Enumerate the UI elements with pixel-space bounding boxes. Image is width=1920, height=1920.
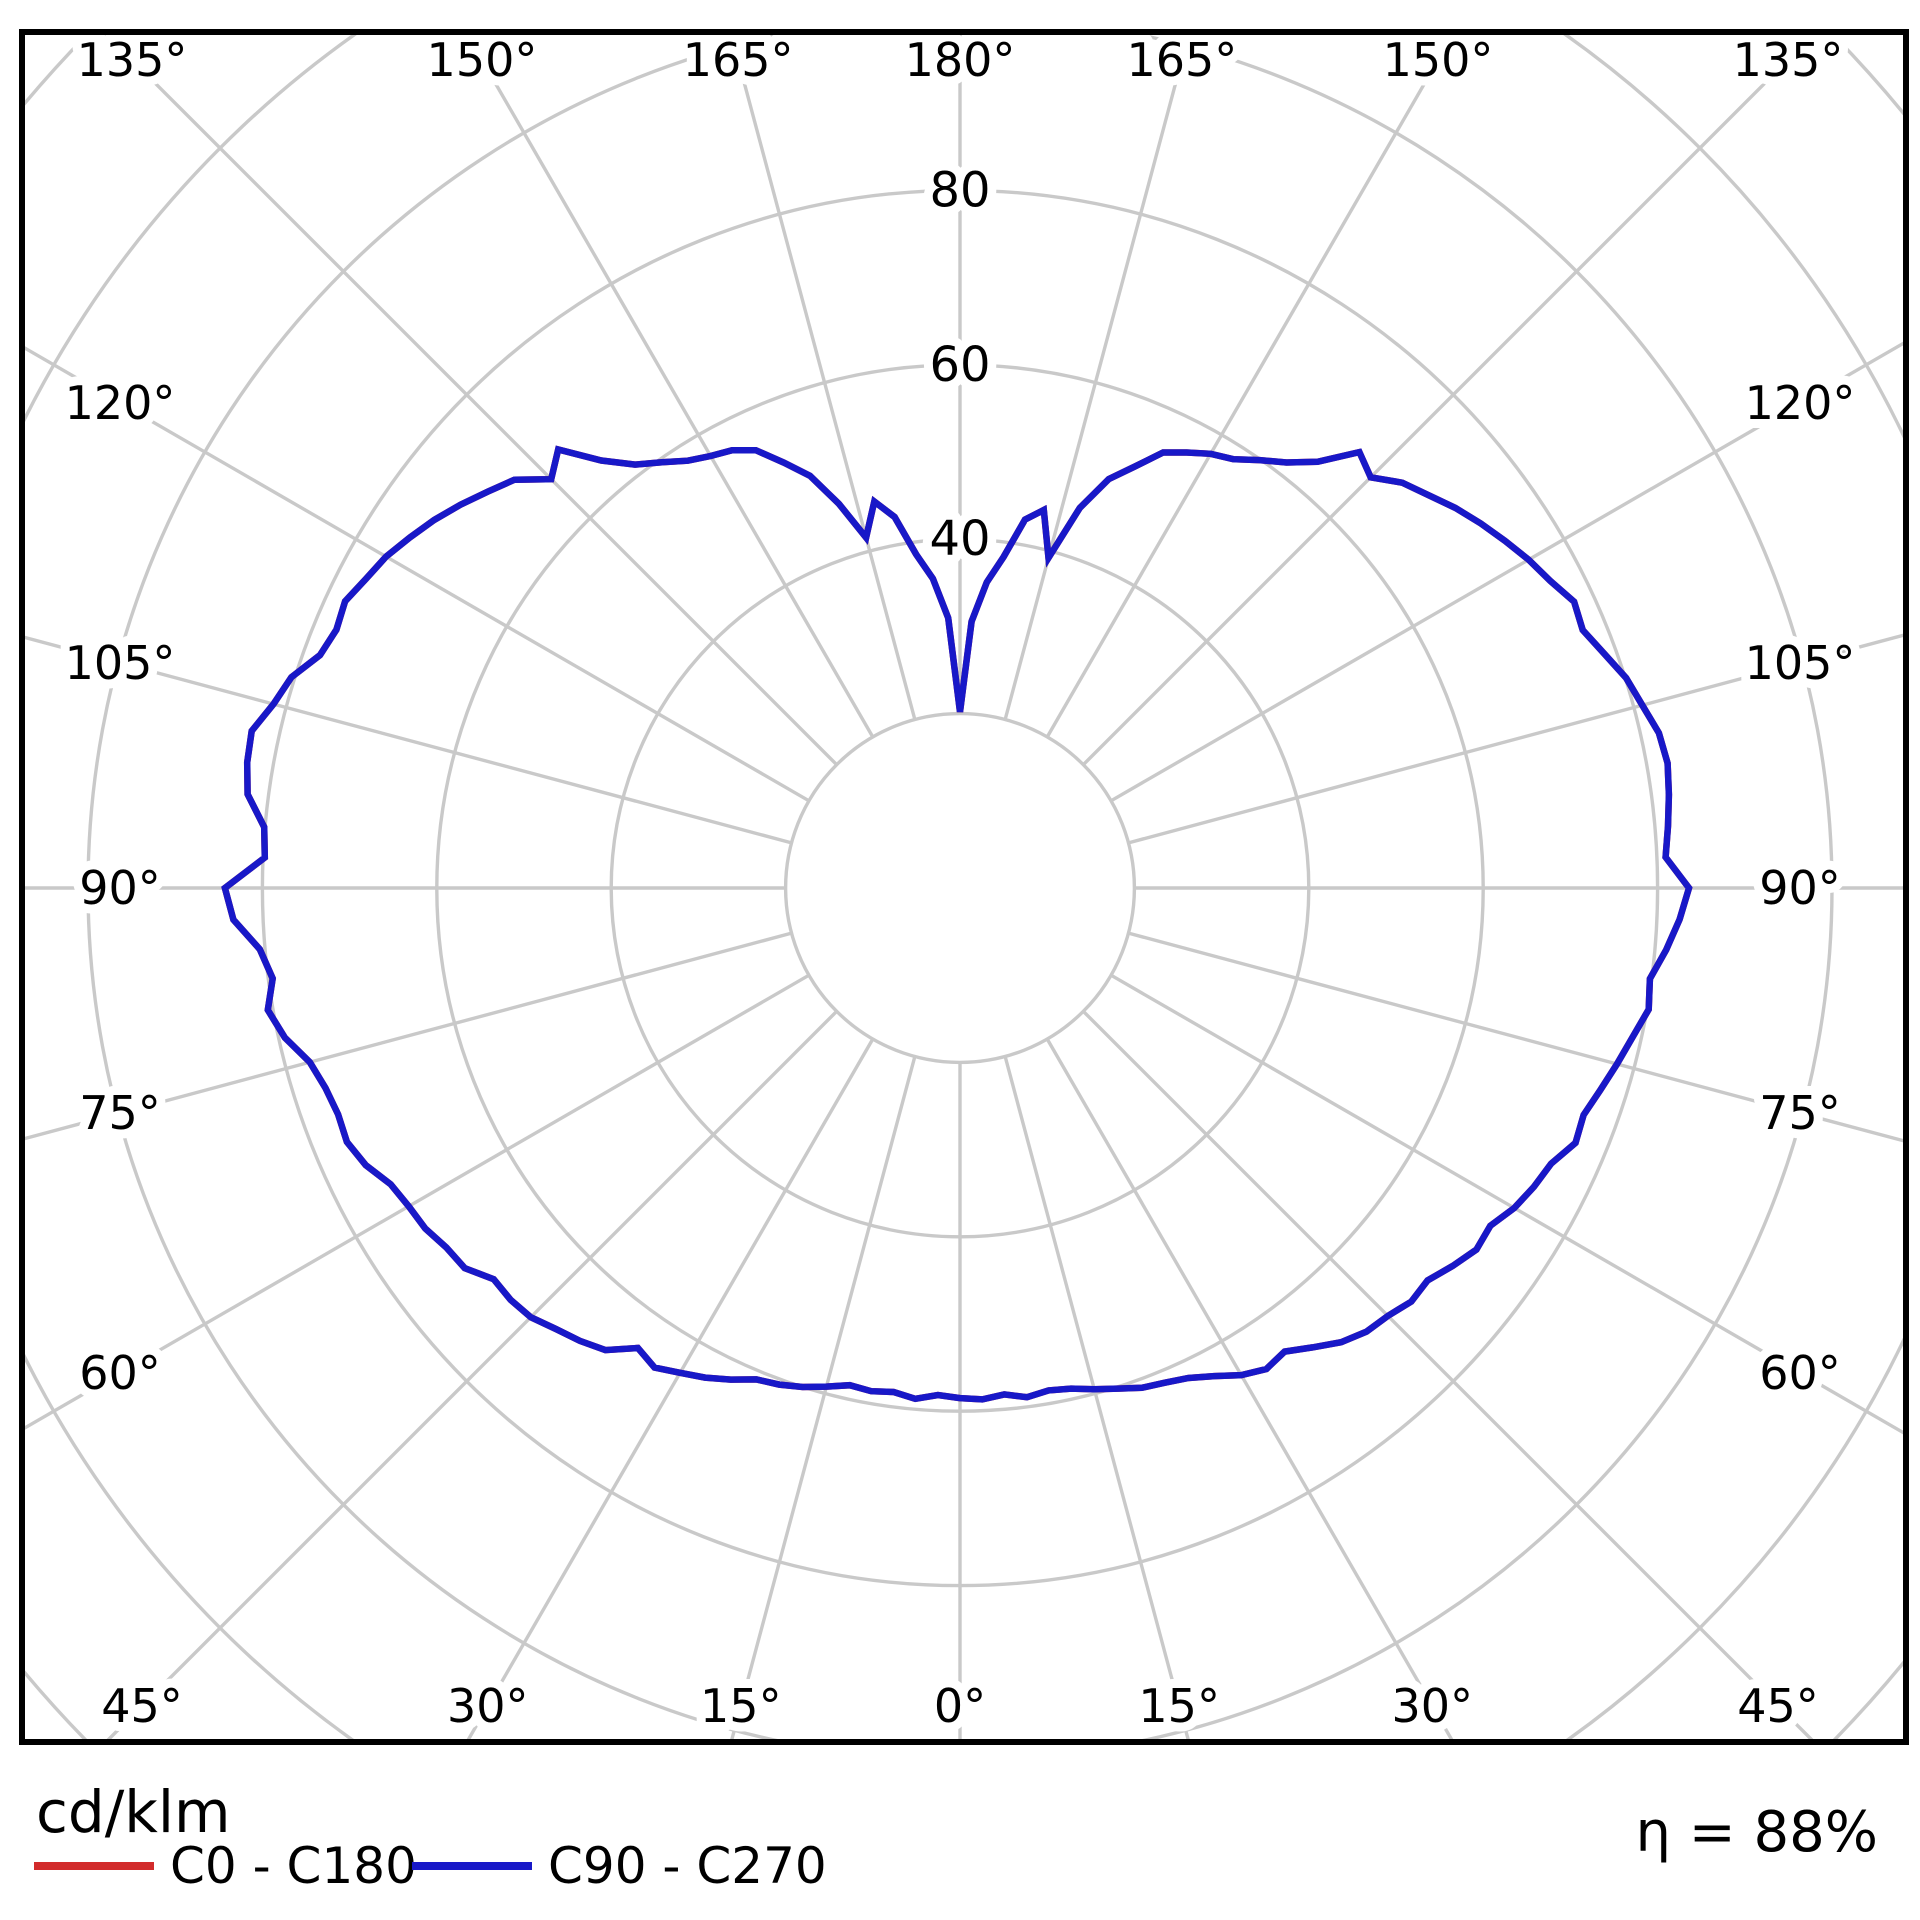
angle-label-90-90: 90°	[1759, 861, 1841, 915]
angle-label-45-315: 45°	[101, 1679, 183, 1733]
grid-spoke-60	[1110, 973, 1903, 1435]
angle-label-60-60: 60°	[1759, 1346, 1841, 1400]
grid-spoke-330	[466, 1038, 875, 1739]
legend-label-c0-c180: C0 - C180	[170, 1837, 417, 1895]
curve-c90-c270	[221, 445, 1693, 1403]
angle-label-75-285: 75°	[79, 1086, 161, 1140]
legend-item-c0-c180: C0 - C180	[34, 1836, 417, 1896]
grid-spoke-150	[1045, 35, 1455, 738]
grid-spoke-30	[1045, 1038, 1454, 1739]
grid-spoke-255	[25, 635, 792, 845]
radial-tick-80: 80	[929, 162, 990, 218]
angle-label-75-75: 75°	[1759, 1086, 1841, 1140]
angle-label-15-15: 15°	[1138, 1679, 1220, 1733]
grid-spoke-45	[1082, 1010, 1814, 1739]
grid-spoke-15	[1003, 1056, 1190, 1739]
grid-spoke-135	[1082, 35, 1816, 766]
grid-spoke-165	[1003, 35, 1191, 720]
angle-label-165-195: 165°	[683, 33, 794, 87]
angle-label-135-135: 135°	[1733, 33, 1844, 87]
angle-label-15-345: 15°	[700, 1679, 782, 1733]
grid-ring-20	[783, 711, 1137, 1065]
angle-label-45-45: 45°	[1737, 1679, 1819, 1733]
legend-label-c90-c270: C90 - C270	[548, 1837, 827, 1895]
radial-tick-60: 60	[929, 337, 990, 393]
angle-label-120-240: 120°	[65, 376, 176, 430]
grid-spoke-120	[1110, 341, 1903, 803]
grid-spoke-75	[1128, 931, 1903, 1143]
legend-swatch-red-line	[34, 1862, 154, 1870]
angle-label-90-270: 90°	[79, 861, 161, 915]
grid-spoke-345	[730, 1056, 917, 1739]
legend-swatch-blue-line	[412, 1862, 532, 1870]
angle-label-150-210: 150°	[427, 33, 538, 87]
grid-spoke-210	[465, 35, 875, 738]
grid-spoke-300	[25, 973, 810, 1430]
angle-label-150-150: 150°	[1383, 33, 1494, 87]
legend-item-c90-c270: C90 - C270	[412, 1836, 827, 1896]
angle-label-60-300: 60°	[79, 1346, 161, 1400]
angle-label-135-225: 135°	[77, 33, 188, 87]
grid-spoke-105	[1128, 633, 1903, 845]
grid-spoke-240	[25, 346, 810, 803]
efficiency-label: η = 88%	[1635, 1800, 1878, 1865]
angle-label-180-180: 180°	[905, 33, 1016, 87]
angle-label-30-30: 30°	[1391, 1679, 1473, 1733]
units-label: cd/klm	[36, 1778, 231, 1846]
radial-tick-40: 40	[929, 511, 990, 567]
grid-spoke-315	[106, 1010, 838, 1739]
angle-label-120-120: 120°	[1745, 376, 1856, 430]
grid-spoke-285	[25, 931, 792, 1141]
angle-label-0-0: 0°	[934, 1679, 986, 1733]
grid-spoke-195	[729, 35, 917, 720]
grid-spoke-225	[104, 35, 838, 766]
angle-label-165-165: 165°	[1126, 33, 1237, 87]
angle-label-105-105: 105°	[1745, 636, 1856, 690]
angle-label-30-330: 30°	[447, 1679, 529, 1733]
angle-label-105-255: 105°	[65, 636, 176, 690]
plot-frame	[19, 29, 1909, 1745]
